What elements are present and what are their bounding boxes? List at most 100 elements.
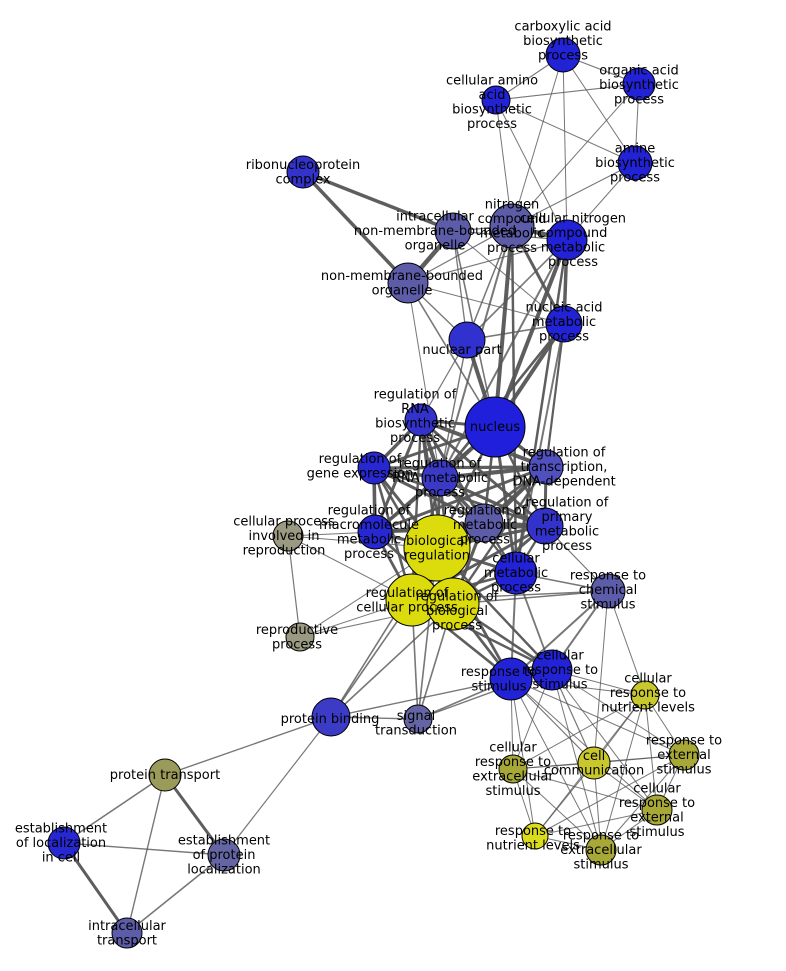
graph-edge bbox=[510, 678, 658, 811]
graph-node-label: signal transduction bbox=[375, 708, 457, 738]
graph-edge bbox=[551, 669, 658, 811]
graph-node-label: regulation of macromolecule metabolic proce… bbox=[319, 503, 419, 562]
graph-node-label: regulation of cellular process bbox=[356, 585, 458, 615]
graph-edge bbox=[600, 754, 685, 851]
graph-node-cell-communication[interactable] bbox=[577, 746, 611, 780]
graph-node-label: carboxylic acid biosynthetic process bbox=[514, 19, 611, 63]
graph-edge bbox=[495, 99, 636, 164]
graph-node-label: non-membrane-bounded organelle bbox=[321, 268, 483, 298]
graph-node-nuclear-part[interactable] bbox=[448, 321, 486, 359]
graph-node-label: nitrogen compound metabolic process bbox=[478, 197, 547, 256]
graph-node-regulation-of-rna-biosynthetic-process[interactable] bbox=[404, 403, 438, 437]
graph-edge bbox=[607, 590, 646, 696]
graph-edge bbox=[126, 854, 225, 934]
graph-node-intracellular-transport[interactable] bbox=[111, 917, 143, 949]
graph-node-label: cellular response to nutrient levels bbox=[601, 671, 695, 715]
graph-node-protein-transport[interactable] bbox=[148, 758, 182, 792]
graph-node-label: regulation of gene expression bbox=[307, 451, 414, 481]
graph-node-label: nucleus bbox=[470, 420, 520, 435]
graph-node-label: response to extracellular stimulus bbox=[560, 828, 642, 872]
graph-node-label: regulation of transcription, DNA-dependent bbox=[512, 445, 615, 489]
graph-edge bbox=[544, 323, 566, 468]
graph-node-response-to-extracellular-stimulus[interactable] bbox=[585, 834, 617, 866]
graph-edge bbox=[510, 590, 609, 680]
graph-node-reproductive-process[interactable] bbox=[285, 622, 315, 652]
graph-node-protein-binding[interactable] bbox=[311, 697, 351, 737]
graph-node-regulation-of-macromolecule-metabolic-process[interactable] bbox=[357, 514, 393, 550]
graph-node-label: cellular response to extracellular stimulus bbox=[472, 740, 554, 799]
graph-node-label: response to chemical stimulus bbox=[570, 568, 646, 612]
graph-node-response-to-stimulus[interactable] bbox=[489, 657, 533, 701]
graph-node-cellular-nitrogen-compound-metabolic-process[interactable] bbox=[546, 219, 588, 261]
graph-edge bbox=[493, 225, 514, 428]
graph-node-nitrogen-compound-metabolic-process[interactable] bbox=[489, 203, 535, 249]
graph-edge bbox=[287, 535, 301, 638]
graph-node-non-membrane-bounded-organelle[interactable] bbox=[387, 262, 429, 304]
graph-node-response-to-chemical-stimulus[interactable] bbox=[590, 573, 626, 609]
graph-node-amine-biosynthetic-process[interactable] bbox=[617, 145, 653, 181]
graph-node-label: cellular metabolic process bbox=[484, 551, 548, 595]
graph-node-regulation-of-metabolic-process[interactable] bbox=[464, 503, 504, 543]
graph-node-cellular-response-to-stimulus[interactable] bbox=[531, 649, 573, 691]
graph-edge bbox=[512, 768, 602, 851]
graph-node-response-to-nutrient-levels[interactable] bbox=[521, 822, 549, 850]
graph-node-cellular-amino-acid-biosynthetic-process[interactable] bbox=[481, 85, 511, 115]
graph-edge bbox=[302, 170, 454, 233]
graph-node-signal-transduction[interactable] bbox=[403, 704, 433, 734]
graph-node-regulation-of-gene-expression[interactable] bbox=[357, 451, 391, 485]
graph-edge bbox=[511, 83, 640, 227]
graph-node-regulation-of-rna-metabolic-process[interactable] bbox=[421, 459, 459, 497]
graph-node-label: response to stimulus bbox=[461, 664, 537, 694]
graph-edge bbox=[63, 774, 166, 844]
graph-node-cellular-response-to-extracellular-stimulus[interactable] bbox=[498, 754, 528, 784]
graph-edge bbox=[495, 99, 568, 241]
graph-edge bbox=[373, 466, 546, 528]
graph-edge bbox=[452, 230, 565, 325]
graph-node-intracellular-non-membrane-bounded-organelle[interactable] bbox=[434, 212, 472, 250]
graph-edge bbox=[439, 476, 546, 528]
graph-node-regulation-of-transcription-dna-dependent[interactable] bbox=[528, 449, 564, 485]
graph-node-response-to-external-stimulus[interactable] bbox=[668, 739, 700, 771]
graph-node-regulation-of-primary-metabolic-process[interactable] bbox=[526, 507, 564, 545]
graph-edge bbox=[511, 162, 636, 227]
graph-node-label: intracellular transport bbox=[88, 918, 166, 948]
graph-node-label: nuclear part bbox=[422, 343, 501, 358]
graph-edge bbox=[562, 54, 568, 241]
graph-edge bbox=[510, 678, 602, 851]
graph-edge bbox=[63, 842, 225, 856]
graph-node-label: cellular amino acid biosynthetic process bbox=[446, 73, 538, 132]
graph-node-biological-regulation[interactable] bbox=[403, 514, 471, 582]
graph-node-establishment-of-protein-localization[interactable] bbox=[207, 838, 241, 872]
graph-node-label: nucleic acid metabolic process bbox=[525, 300, 602, 344]
graph-node-label: regulation of metabolic process bbox=[444, 503, 527, 547]
graph-edge bbox=[330, 603, 454, 718]
graph-node-nucleic-acid-metabolic-process[interactable] bbox=[545, 305, 583, 343]
graph-node-ribonucleoprotein-complex[interactable] bbox=[286, 155, 320, 189]
graph-node-label: cellular response to stimulus bbox=[522, 648, 598, 692]
graph-node-organic-acid-biosynthetic-process[interactable] bbox=[622, 67, 656, 101]
graph-node-label: organic acid biosynthetic process bbox=[599, 63, 679, 107]
graph-node-label: cellular response to external stimulus bbox=[619, 781, 695, 840]
graph-edge bbox=[600, 694, 646, 851]
graph-node-label: intracellular non-membrane-bounded organel… bbox=[354, 209, 516, 253]
graph-edge bbox=[593, 590, 609, 764]
graph-edge bbox=[512, 768, 658, 811]
graph-node-regulation-of-biological-process[interactable] bbox=[426, 577, 480, 631]
graph-node-establishment-of-localization-in-cell[interactable] bbox=[47, 826, 81, 860]
graph-edge bbox=[495, 83, 640, 101]
graph-node-label: regulation of RNA biosynthetic process bbox=[374, 387, 457, 446]
graph-edge bbox=[126, 774, 166, 934]
graph-node-cellular-metabolic-process[interactable] bbox=[494, 551, 538, 595]
graph-node-nucleus[interactable] bbox=[464, 396, 526, 458]
graph-node-cellular-response-to-external-stimulus[interactable] bbox=[641, 794, 673, 826]
graph-edge bbox=[407, 239, 568, 284]
graph-node-label: establishment of localization in cell bbox=[15, 821, 107, 865]
graph-node-carboxylic-acid-biosynthetic-process[interactable] bbox=[545, 37, 581, 73]
graph-node-cellular-response-to-nutrient-levels[interactable] bbox=[630, 680, 660, 710]
graph-node-label: regulation of biological process bbox=[416, 589, 499, 633]
graph-edge bbox=[407, 282, 441, 479]
graph-node-label: ribonucleoprotein complex bbox=[246, 157, 361, 187]
graph-node-cellular-process-involved-in-reproduction[interactable] bbox=[272, 520, 304, 552]
